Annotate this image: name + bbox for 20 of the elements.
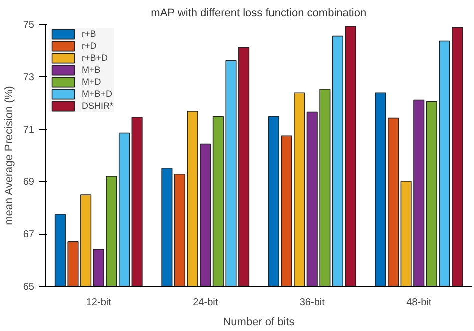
y-tick-label: 71 [23, 124, 35, 136]
x-tick-label: 48-bit [406, 298, 432, 308]
legend-label: M+D [82, 76, 102, 88]
y-tick-label: 67 [23, 230, 35, 241]
x-tick-label: 12-bit [86, 298, 112, 308]
legend-label: r+B+D [82, 52, 108, 64]
legend-label: DSHIR* [82, 100, 114, 112]
y-tick-label: 65 [23, 282, 35, 293]
y-tick-label: 73 [23, 72, 35, 84]
legend-label: r+B [82, 28, 98, 40]
x-tick-label: 36-bit [300, 298, 326, 308]
y-axis-title: mean Average Precision (%) [3, 86, 16, 226]
legend-label: M+B+D [82, 88, 113, 100]
y-tick-label: 75 [23, 20, 35, 31]
x-tick-label: 24-bit [193, 298, 218, 308]
chart-title: mAP with different loss function combination [151, 8, 367, 20]
legend-label: r+D [82, 40, 98, 52]
y-tick-label: 69 [23, 177, 35, 188]
x-axis-title: Number of bits [223, 316, 296, 328]
legend-label: M+B [82, 64, 102, 76]
